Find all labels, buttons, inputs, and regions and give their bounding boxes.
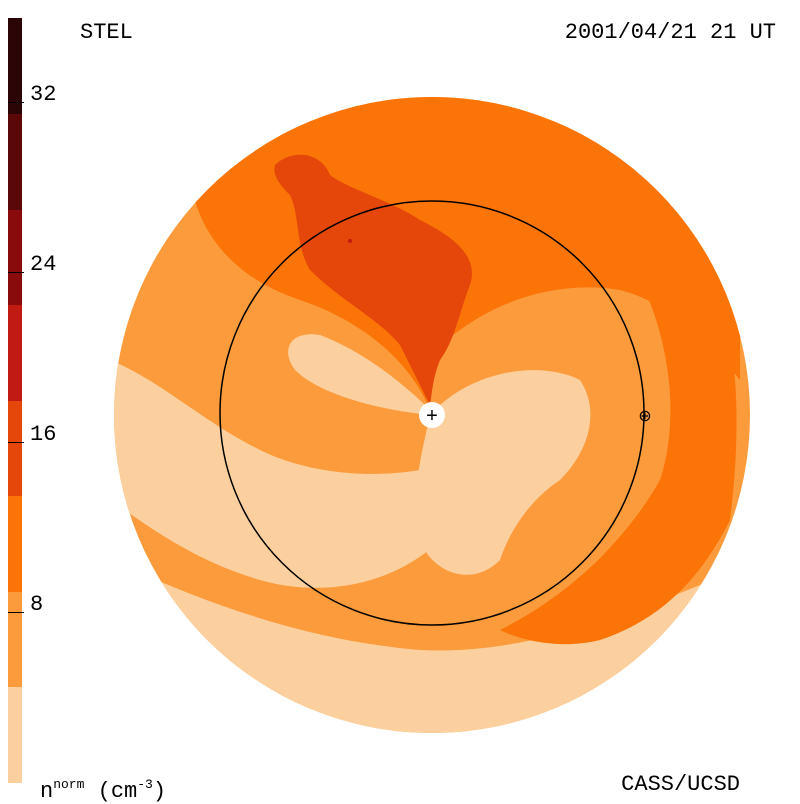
density-level-low-west: [114, 360, 465, 588]
colorbar-tick-mark-32: [8, 102, 24, 103]
sun-marker: [419, 402, 445, 428]
colorbar-tick-mark-8: [8, 612, 24, 613]
source-label: STEL: [80, 20, 133, 45]
colorbar: [8, 18, 22, 783]
earth-orbit-circle: [219, 200, 645, 626]
colorbar-segment: [8, 18, 22, 114]
colorbar-segment: [8, 495, 22, 592]
colorbar-tick-label-16: 16: [30, 422, 57, 447]
density-level-low-center: [415, 370, 591, 575]
earth-icon: ⊕: [638, 406, 651, 425]
colorbar-segment: [8, 400, 22, 496]
colorbar-tick-label-24: 24: [30, 252, 57, 277]
density-level-low-curl: [288, 334, 430, 415]
credit-label: CASS/UCSD: [621, 772, 740, 797]
colorbar-segment: [8, 591, 22, 687]
colorbar-tick-mark-16: [8, 442, 24, 443]
colorbar-segment: [8, 304, 22, 401]
colorbar-segment: [8, 686, 22, 783]
colorbar-tick-label-32: 32: [30, 82, 57, 107]
density-level-peak: [274, 154, 472, 405]
colorbar-tick-mark-24: [8, 272, 24, 273]
density-fleck: [348, 239, 352, 243]
sun-symbol: +: [426, 405, 438, 427]
density-level-high-east: [500, 120, 737, 645]
colorbar-segment: [8, 113, 22, 210]
timestamp-label: 2001/04/21 21 UT: [564, 20, 776, 45]
colorbar-unit-label: nnorm (cm-3): [40, 777, 167, 804]
colorbar-tick-label-8: 8: [30, 592, 44, 617]
colorbar-segment: [8, 209, 22, 305]
